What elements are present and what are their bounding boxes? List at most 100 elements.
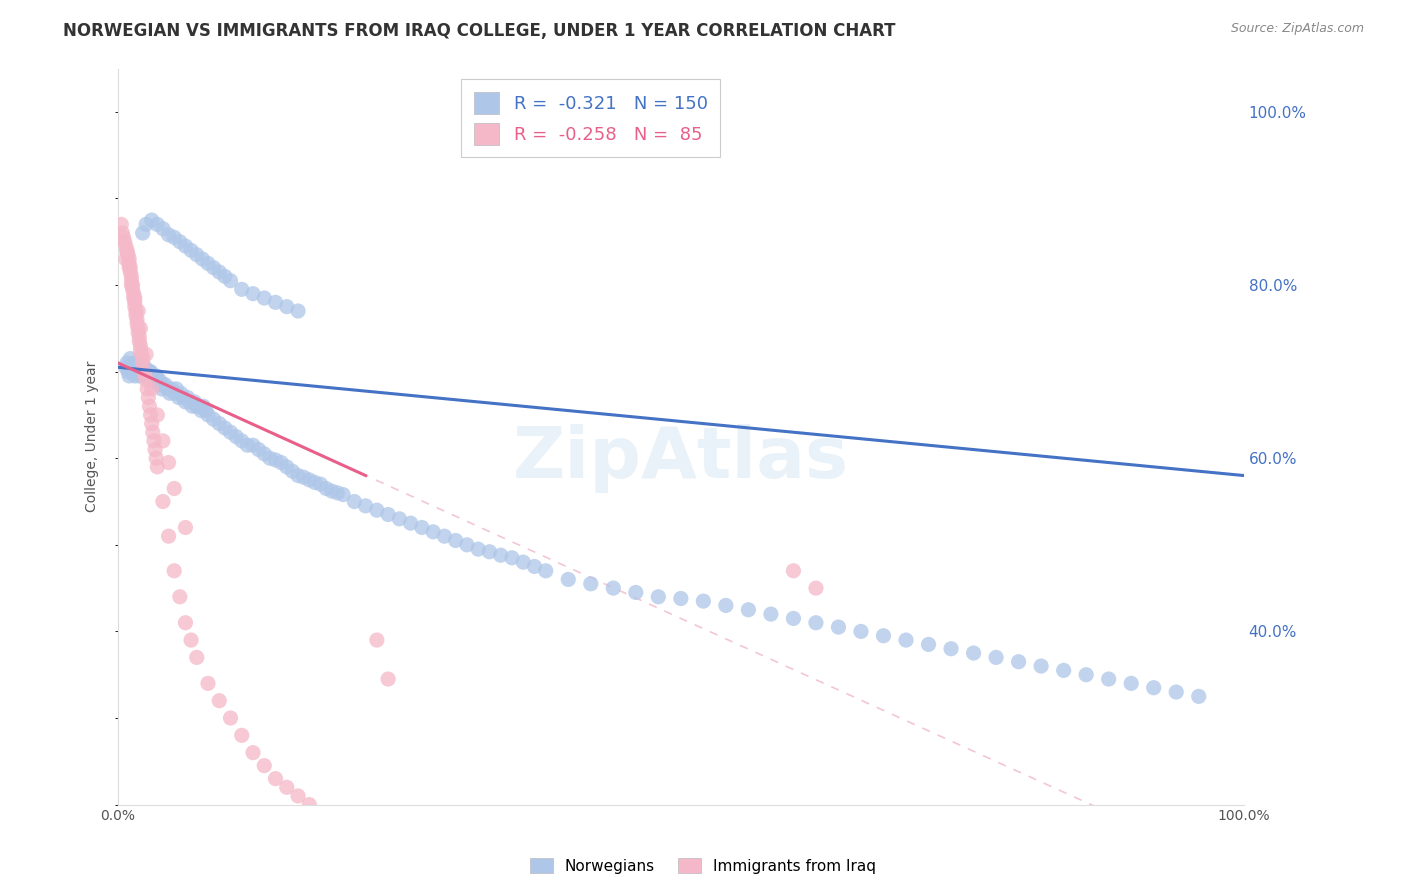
Point [180, 633, 202, 648]
Point [143, 373, 166, 387]
Point [377, 508, 399, 522]
Point [117, 365, 139, 379]
Point [804, 615, 827, 630]
Point [1188, 690, 1211, 704]
Point [456, 538, 478, 552]
Point [163, 230, 186, 244]
Point [131, 226, 153, 240]
Point [134, 360, 156, 375]
Point [343, 825, 366, 839]
Point [128, 334, 150, 349]
Point [264, 772, 287, 786]
Point [242, 286, 264, 301]
Point [411, 520, 433, 534]
Point [214, 421, 236, 435]
Point [332, 819, 354, 833]
Point [253, 447, 276, 461]
Point [148, 377, 170, 392]
Point [1143, 681, 1166, 695]
Point [354, 499, 377, 513]
Point [1076, 667, 1098, 681]
Point [180, 244, 202, 258]
Point [782, 564, 804, 578]
Point [692, 594, 714, 608]
Point [1121, 676, 1143, 690]
Point [259, 451, 281, 466]
Point [292, 470, 315, 484]
Point [129, 343, 152, 357]
Text: Source: ZipAtlas.com: Source: ZipAtlas.com [1230, 22, 1364, 36]
Point [129, 321, 152, 335]
Point [125, 312, 148, 326]
Point [804, 581, 827, 595]
Point [125, 360, 148, 375]
Point [152, 494, 174, 508]
Point [188, 399, 211, 413]
Point [264, 295, 287, 310]
Point [127, 326, 149, 340]
Point [152, 377, 174, 392]
Point [179, 395, 201, 409]
Point [298, 473, 321, 487]
Point [399, 516, 422, 531]
Point [125, 365, 148, 379]
Point [214, 269, 236, 284]
Point [444, 533, 467, 548]
Point [939, 641, 962, 656]
Point [193, 399, 215, 413]
Point [253, 758, 276, 772]
Point [124, 368, 146, 383]
Point [131, 368, 153, 383]
Point [197, 408, 219, 422]
Point [120, 269, 142, 284]
Point [287, 468, 309, 483]
Point [146, 373, 169, 387]
Point [153, 377, 176, 392]
Point [117, 248, 139, 262]
Point [242, 438, 264, 452]
Point [174, 395, 197, 409]
Legend: R =  -0.321   N = 150, R =  -0.258   N =  85: R = -0.321 N = 150, R = -0.258 N = 85 [461, 79, 720, 157]
Point [136, 365, 159, 379]
Point [125, 317, 148, 331]
Point [467, 542, 489, 557]
Point [128, 368, 150, 383]
Point [186, 248, 208, 262]
Point [157, 456, 180, 470]
Point [202, 260, 225, 275]
Point [159, 386, 181, 401]
Point [167, 391, 190, 405]
Point [132, 365, 155, 379]
Point [377, 672, 399, 686]
Point [122, 356, 145, 370]
Y-axis label: College, Under 1 year: College, Under 1 year [86, 361, 100, 512]
Point [125, 304, 148, 318]
Point [962, 646, 984, 660]
Point [186, 399, 208, 413]
Point [782, 611, 804, 625]
Point [624, 585, 647, 599]
Point [135, 218, 157, 232]
Point [131, 356, 153, 370]
Point [276, 300, 298, 314]
Point [321, 814, 343, 828]
Point [114, 252, 136, 266]
Legend: Norwegians, Immigrants from Iraq: Norwegians, Immigrants from Iraq [523, 852, 883, 880]
Point [131, 351, 153, 366]
Point [139, 408, 162, 422]
Point [163, 386, 186, 401]
Point [114, 239, 136, 253]
Point [714, 599, 737, 613]
Point [145, 451, 167, 466]
Point [118, 256, 141, 270]
Point [557, 573, 579, 587]
Point [115, 245, 138, 260]
Point [281, 464, 304, 478]
Point [849, 624, 872, 639]
Point [160, 382, 183, 396]
Point [141, 213, 163, 227]
Point [115, 356, 138, 370]
Point [163, 482, 186, 496]
Point [231, 434, 253, 448]
Point [118, 252, 141, 266]
